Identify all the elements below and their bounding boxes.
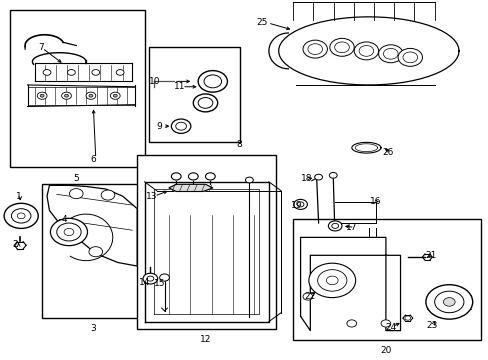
Circle shape <box>329 39 353 56</box>
Text: 20: 20 <box>380 346 391 355</box>
Circle shape <box>328 221 341 231</box>
Circle shape <box>11 209 31 223</box>
Text: 3: 3 <box>90 324 96 333</box>
Circle shape <box>101 190 115 200</box>
Text: 25: 25 <box>255 18 267 27</box>
Circle shape <box>326 276 337 285</box>
Circle shape <box>303 40 327 58</box>
Circle shape <box>198 71 227 92</box>
Text: 23: 23 <box>426 321 437 330</box>
Circle shape <box>317 270 346 291</box>
Circle shape <box>67 69 75 75</box>
Circle shape <box>116 69 124 75</box>
Circle shape <box>86 92 96 99</box>
Circle shape <box>50 219 87 246</box>
Text: 16: 16 <box>369 197 381 206</box>
Circle shape <box>188 173 198 180</box>
Circle shape <box>303 293 312 300</box>
Circle shape <box>4 203 38 228</box>
Bar <box>149 47 239 142</box>
Circle shape <box>143 273 158 284</box>
Circle shape <box>37 92 47 99</box>
Text: 24: 24 <box>385 323 396 332</box>
Text: 12: 12 <box>200 335 211 344</box>
Circle shape <box>198 98 212 108</box>
Circle shape <box>171 119 190 134</box>
Circle shape <box>307 44 322 54</box>
Bar <box>137 155 276 329</box>
Text: 21: 21 <box>424 251 436 260</box>
Circle shape <box>69 189 83 199</box>
Circle shape <box>40 94 44 97</box>
Circle shape <box>443 298 454 306</box>
Text: 14: 14 <box>139 278 150 287</box>
Text: 6: 6 <box>90 155 96 164</box>
Text: 19: 19 <box>290 201 302 210</box>
Circle shape <box>346 320 356 327</box>
Circle shape <box>17 213 25 219</box>
Circle shape <box>113 94 117 97</box>
Circle shape <box>64 228 74 235</box>
Circle shape <box>175 122 186 130</box>
Circle shape <box>293 199 307 210</box>
Circle shape <box>110 92 120 99</box>
Circle shape <box>434 291 463 313</box>
Circle shape <box>61 92 71 99</box>
Circle shape <box>245 177 253 183</box>
Text: 9: 9 <box>156 122 162 131</box>
Circle shape <box>334 42 348 53</box>
Text: 18: 18 <box>300 174 311 183</box>
Circle shape <box>64 94 68 97</box>
Circle shape <box>89 247 102 257</box>
Circle shape <box>402 52 417 63</box>
Circle shape <box>380 320 390 327</box>
Text: 5: 5 <box>73 174 79 183</box>
Circle shape <box>171 173 181 180</box>
Bar <box>10 10 144 167</box>
Circle shape <box>92 69 100 75</box>
Circle shape <box>329 172 336 178</box>
Text: 17: 17 <box>346 223 357 232</box>
Circle shape <box>397 48 422 66</box>
Text: 22: 22 <box>304 292 315 301</box>
Circle shape <box>425 285 472 319</box>
Text: 13: 13 <box>146 192 157 201</box>
Circle shape <box>404 316 410 320</box>
Text: 2: 2 <box>13 240 18 249</box>
Circle shape <box>205 173 215 180</box>
Circle shape <box>147 276 154 281</box>
Text: 15: 15 <box>154 279 165 288</box>
Circle shape <box>193 94 217 112</box>
Circle shape <box>358 45 373 56</box>
Circle shape <box>383 48 397 59</box>
Circle shape <box>159 274 169 281</box>
Circle shape <box>314 174 322 180</box>
Polygon shape <box>168 184 212 192</box>
Circle shape <box>297 202 304 207</box>
Text: 8: 8 <box>236 140 242 149</box>
Circle shape <box>353 42 378 60</box>
Circle shape <box>378 45 402 63</box>
Circle shape <box>89 94 93 97</box>
Circle shape <box>43 69 51 75</box>
Circle shape <box>203 75 221 88</box>
Text: 1: 1 <box>16 192 22 201</box>
Text: 10: 10 <box>148 77 160 86</box>
Text: 26: 26 <box>382 148 393 157</box>
Text: 4: 4 <box>61 215 67 224</box>
Circle shape <box>331 224 338 228</box>
Text: 11: 11 <box>174 82 185 91</box>
Circle shape <box>308 263 355 298</box>
Bar <box>293 220 480 339</box>
Circle shape <box>57 223 81 241</box>
Bar <box>42 184 144 318</box>
Text: 7: 7 <box>38 43 43 52</box>
